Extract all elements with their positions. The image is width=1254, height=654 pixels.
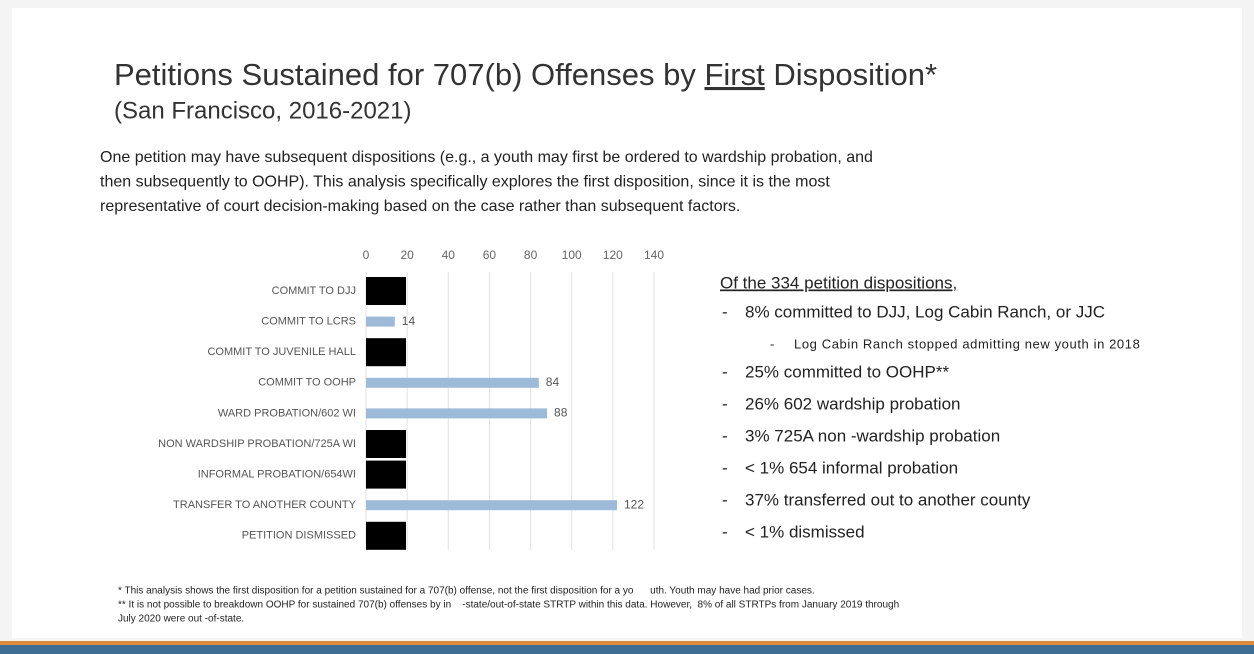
- summary-item: 3% 725A non -wardship probation: [745, 426, 1000, 445]
- title-part: Petitions Sustained for 707(b) Offenses …: [114, 57, 704, 92]
- value-label: 84: [546, 375, 560, 389]
- bullet: -: [722, 394, 728, 413]
- category-label: COMMIT TO JUVENILE HALL: [207, 346, 356, 358]
- bullet: -: [722, 362, 728, 381]
- x-tick-label: 40: [442, 248, 456, 262]
- title-part: Disposition*: [765, 57, 937, 92]
- x-tick-label: 80: [524, 248, 538, 262]
- category-label: NON WARDSHIP PROBATION/725A WI: [158, 438, 356, 450]
- summary-item: 26% 602 wardship probation: [745, 394, 960, 413]
- bullet: -: [722, 490, 728, 509]
- category-label: COMMIT TO DJJ: [272, 285, 356, 297]
- summary-item: 37% transferred out to another county: [745, 490, 1031, 509]
- bar: [366, 500, 617, 511]
- redaction: [366, 338, 406, 367]
- footer-bar-orange: [0, 641, 1254, 645]
- redaction: [366, 460, 406, 489]
- intro-line: then subsequently to OOHP). This analysi…: [100, 174, 830, 191]
- category-label: COMMIT TO OOHP: [258, 377, 356, 389]
- summary-item: 8% committed to DJJ, Log Cabin Ranch, or…: [745, 302, 1105, 321]
- footnote: ** It is not possible to breakdown OOHP …: [118, 600, 899, 611]
- footnote: July 2020 were out -of-state.: [118, 614, 244, 625]
- x-tick-label: 0: [363, 248, 370, 262]
- redaction: [366, 430, 406, 458]
- category-label: TRANSFER TO ANOTHER COUNTY: [173, 499, 357, 511]
- bullet: -: [722, 458, 728, 477]
- category-label: INFORMAL PROBATION/654WI: [198, 469, 356, 481]
- intro-line: One petition may have subsequent disposi…: [100, 149, 873, 166]
- category-label: PETITION DISMISSED: [242, 530, 356, 542]
- bar: [366, 316, 395, 327]
- bar: [366, 377, 539, 388]
- summary-item: < 1% dismissed: [745, 522, 865, 541]
- x-tick-label: 140: [644, 248, 664, 262]
- value-label: 122: [624, 497, 644, 511]
- x-tick-label: 100: [562, 248, 582, 262]
- bullet: -: [722, 302, 728, 321]
- summary-item: < 1% 654 informal probation: [745, 458, 958, 477]
- bullet: -: [722, 522, 728, 541]
- x-tick-label: 120: [603, 248, 623, 262]
- footer-bar-blue: [0, 645, 1254, 654]
- bullet: -: [770, 336, 774, 351]
- bullet: -: [722, 426, 728, 445]
- subtitle: (San Francisco, 2016-2021): [114, 97, 412, 124]
- title-underlined: First: [704, 57, 765, 92]
- footnote: * This analysis shows the first disposit…: [118, 586, 815, 597]
- category-label: WARD PROBATION/602 WI: [218, 407, 356, 419]
- category-label: COMMIT TO LCRS: [261, 316, 356, 328]
- redaction: [366, 521, 406, 550]
- summary-heading: Of the 334 petition dispositions,: [720, 273, 957, 292]
- value-label: 14: [402, 314, 416, 328]
- x-tick-label: 20: [400, 248, 414, 262]
- value-label: 88: [554, 406, 568, 420]
- intro-line: representative of court decision-making …: [100, 198, 740, 215]
- x-tick-label: 60: [483, 248, 497, 262]
- title: Petitions Sustained for 707(b) Offenses …: [114, 57, 937, 92]
- bar: [366, 408, 548, 419]
- summary-item: 25% committed to OOHP**: [745, 362, 949, 381]
- summary-item: Log Cabin Ranch stopped admitting new yo…: [794, 336, 1140, 351]
- slide-area: [12, 8, 1242, 638]
- redaction: [366, 277, 406, 305]
